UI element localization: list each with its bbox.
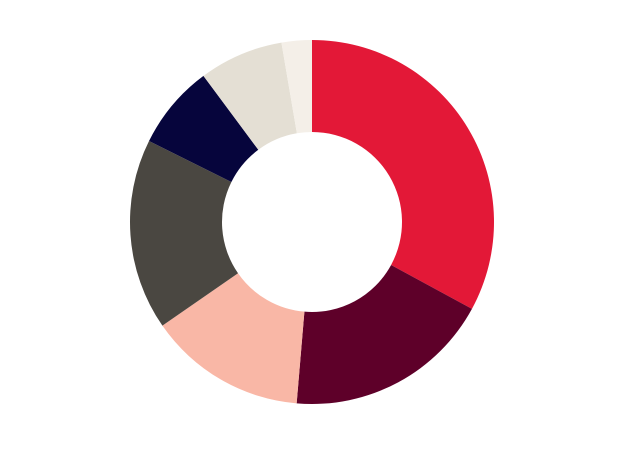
donut-slice-5: [149, 75, 259, 182]
donut-slice-6: [203, 42, 297, 150]
donut-slice-2: [296, 264, 472, 404]
donut-slice-3: [162, 273, 305, 404]
donut-slice-4: [129, 140, 239, 326]
donut-slices: [129, 40, 494, 404]
donut-slice-1: [312, 40, 494, 309]
donut-slice-7: [281, 40, 312, 134]
